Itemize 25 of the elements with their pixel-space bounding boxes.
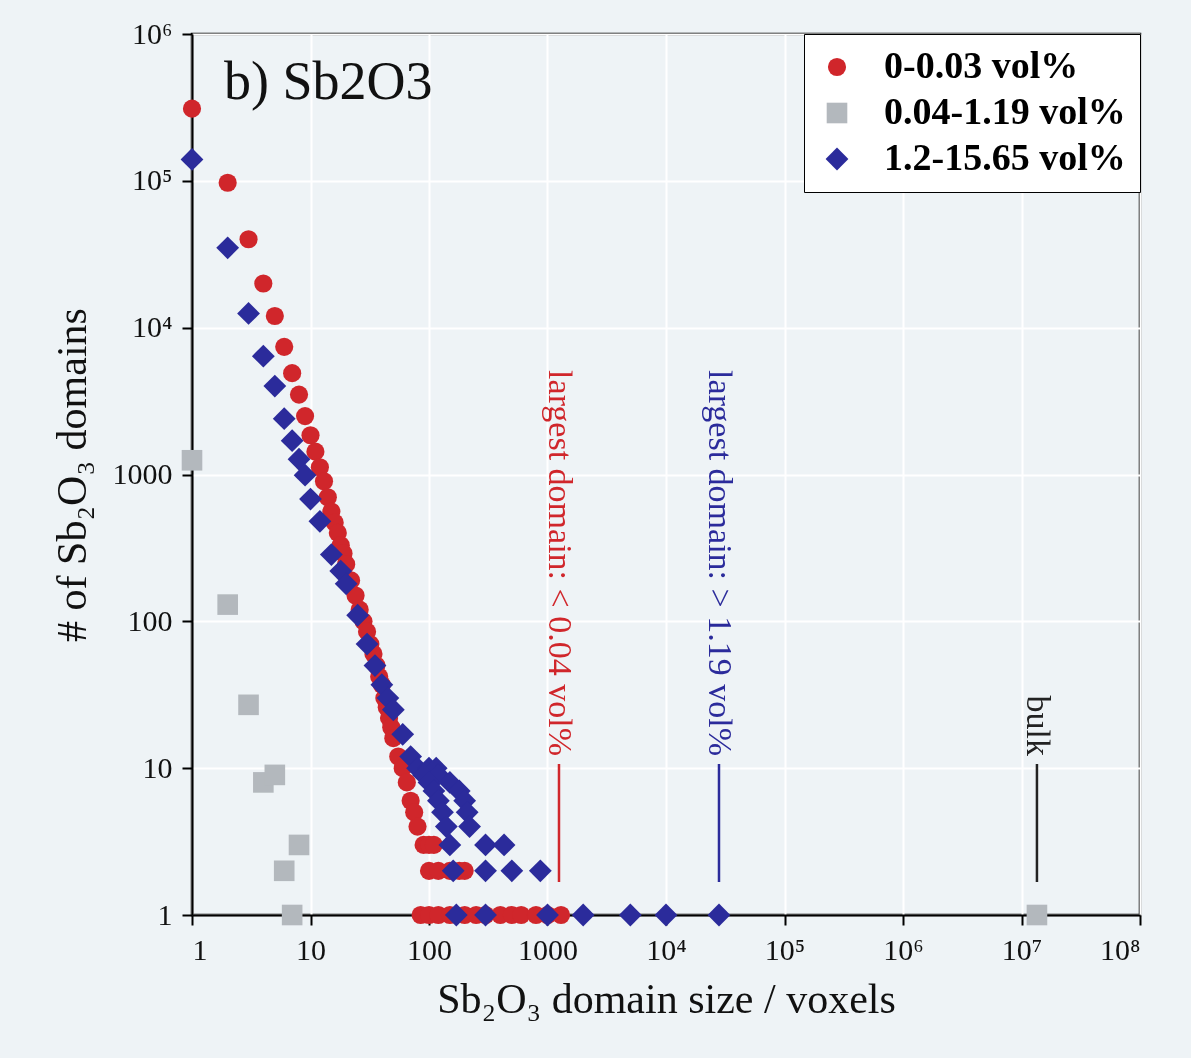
ref-line-label: bulk: [1019, 695, 1057, 756]
y-tick-label: 1: [157, 897, 173, 931]
legend-label: 1.2-15.65 vol%: [884, 136, 1126, 178]
y-tick-label: 10⁶: [132, 16, 173, 50]
y-axis-title: # of Sb₂O₃ domains: [48, 308, 95, 642]
x-tick-label: 1000: [518, 932, 578, 966]
x-tick-label: 10⁶: [883, 932, 924, 966]
ref-line-label: largest domain: < 0.04 vol%: [541, 370, 579, 756]
x-axis-title: Sb₂O₃ domain size / voxels: [437, 975, 896, 1022]
y-tick-label: 10: [142, 750, 173, 784]
y-tick-label: 1000: [112, 457, 173, 490]
legend-label: 0-0.03 vol%: [884, 44, 1079, 86]
y-tick-label: 10⁵: [132, 163, 173, 197]
x-tick-label: 10⁷: [1001, 932, 1043, 966]
x-tick-label: 10⁵: [764, 932, 806, 966]
x-tick-label: 100: [407, 932, 452, 966]
x-tick-label: 10: [296, 932, 326, 966]
ref-line-label: largest domain: > 1.19 vol%: [701, 370, 739, 756]
legend-label: 0.04-1.19 vol%: [884, 90, 1126, 132]
y-tick-label: 10⁴: [132, 310, 173, 344]
y-tick-label: 100: [127, 603, 173, 637]
annotation: b) Sb2O3: [224, 51, 433, 111]
x-tick-label: 10⁴: [646, 932, 687, 966]
x-tick-label: 10⁸: [1100, 932, 1141, 966]
x-tick-label: 1: [192, 932, 208, 966]
